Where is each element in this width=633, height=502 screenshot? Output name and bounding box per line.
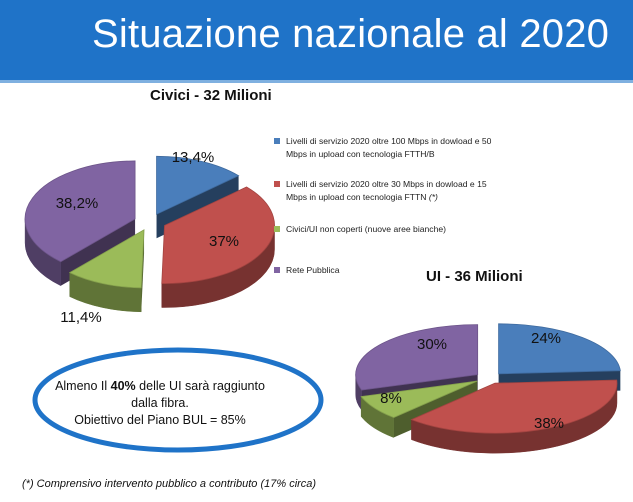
legend-swatch-rete-pubblica <box>274 266 280 273</box>
slide-header <box>0 0 633 80</box>
legend-swatch-fttn <box>274 181 280 187</box>
pie-1-slice-3 <box>355 324 479 391</box>
header-divider <box>0 80 633 83</box>
legend-swatch-ftth <box>274 138 280 144</box>
pie-0-slice-3 <box>24 160 136 263</box>
legend-item-ftth: Livelli di servizio 2020 oltre 100 Mbps … <box>274 135 506 160</box>
footnote: (*) Comprensivo intervento pubblico a co… <box>22 478 317 490</box>
pie-0-slice-1 <box>161 186 275 284</box>
chart-title-ui: UI - 36 Milioni <box>426 268 523 285</box>
callout-line-1: Almeno Il 40% delle UI sarà raggiunto <box>55 379 265 393</box>
slide-title: Situazione nazionale al 2020 <box>92 12 610 56</box>
pie-1-slice-1 <box>410 379 618 434</box>
pie-0-slice-2 <box>68 229 145 289</box>
callout-text: Almeno Il 40% delle UI sarà raggiunto da… <box>38 378 282 429</box>
callout-line-3: Obiettivo del Piano BUL = 85% <box>74 413 246 427</box>
legend-label-rete-pubblica: Rete Pubblica <box>286 264 340 275</box>
pie-0-label-3: 38,2% <box>56 195 99 212</box>
pie-1-label-1: 38% <box>534 415 564 432</box>
pie-1-label-3: 30% <box>417 336 447 353</box>
pie-0-label-0: 13,4% <box>172 149 215 166</box>
pie-1-slice-2 <box>360 380 478 418</box>
pie-0-slice-0 <box>156 155 240 215</box>
legend-label-fttn: Livelli di servizio 2020 oltre 30 Mbps i… <box>286 179 487 202</box>
legend-label-ftth: Livelli di servizio 2020 oltre 100 Mbps … <box>286 136 492 159</box>
callout-line-2: dalla fibra. <box>131 396 189 410</box>
legend-note-fttn: (*) <box>428 191 438 202</box>
legend-item-fttn: Livelli di servizio 2020 oltre 30 Mbps i… <box>274 178 506 203</box>
pie-0-label-2: 11,4% <box>60 309 101 326</box>
pie-1: 24% 38% 8% 30% <box>355 323 621 454</box>
pie-1-label-0: 24% <box>531 330 561 347</box>
pie-0: 13,4% 37% 11,4% 38,2% <box>24 149 275 326</box>
pie-1-slice-0 <box>498 323 621 375</box>
chart-title-civici: Civici - 32 Milioni <box>150 87 272 104</box>
legend-item-aree-bianche: Civici/UI non coperti (nuove aree bianch… <box>274 223 506 236</box>
chart-legend: Livelli di servizio 2020 oltre 100 Mbps … <box>274 135 506 276</box>
legend-label-aree-bianche: Civici/UI non coperti (nuove aree bianch… <box>286 224 447 234</box>
callout-ellipse <box>32 347 324 453</box>
pie-0-label-1: 37% <box>209 233 239 250</box>
legend-item-rete-pubblica: Rete Pubblica <box>274 264 506 277</box>
pie-1-label-2: 8% <box>380 390 402 407</box>
legend-swatch-aree-bianche <box>274 226 280 232</box>
callout-highlight: 40% <box>110 379 136 393</box>
